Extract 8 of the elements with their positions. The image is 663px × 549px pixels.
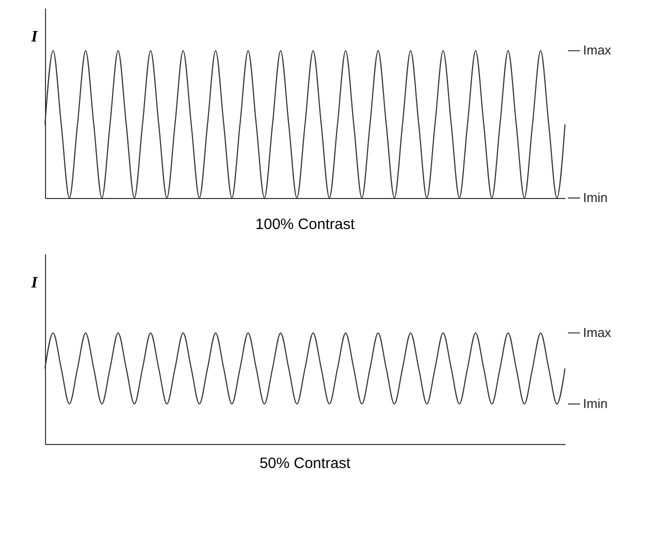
text: Imax bbox=[583, 42, 612, 58]
text: 100% Contrast bbox=[255, 216, 356, 233]
y-axis-title: I bbox=[30, 274, 38, 292]
text: Imax bbox=[583, 324, 612, 340]
text: Imin bbox=[583, 396, 608, 411]
text: Imin bbox=[583, 190, 608, 205]
text: 50% Contrast bbox=[260, 455, 352, 472]
y-axis-title: I bbox=[30, 28, 38, 46]
